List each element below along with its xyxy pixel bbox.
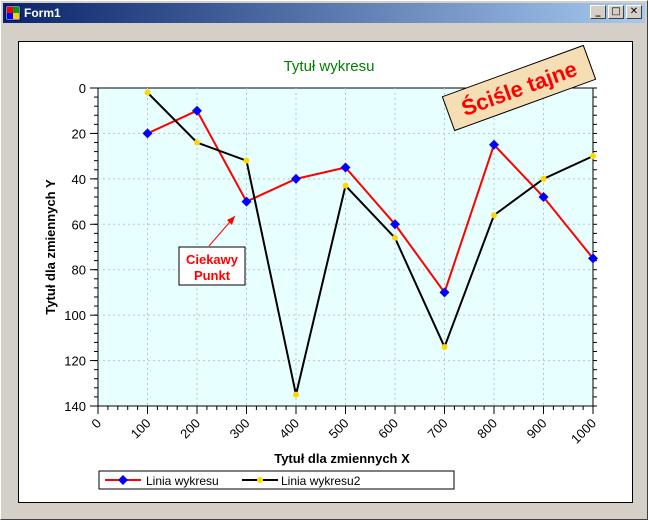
x-tick-label: 300 (227, 416, 253, 442)
series-1-point (241, 196, 252, 207)
x-tick-label: 600 (375, 416, 401, 442)
series-line-2 (146, 91, 594, 395)
callout-arrow-head (227, 216, 235, 225)
series-2-point (392, 234, 398, 241)
minimize-button[interactable]: _ (590, 5, 606, 19)
minimize-icon: _ (595, 6, 601, 17)
window-title: Form1 (24, 6, 61, 20)
y-tick-label: 0 (79, 81, 86, 96)
callout-annotation: Ciekawy Punkt (178, 215, 246, 286)
series-1-point (489, 139, 499, 150)
y-tick-label: 80 (72, 263, 86, 278)
series-2-point (194, 139, 200, 146)
x-tick-label: 100 (128, 416, 154, 442)
legend: Linia wykresu Linia wykresu2 (98, 470, 455, 490)
client-area: Tytuł wykresu 0 100 200 300 400 500 600 700 800 9… (5, 25, 645, 517)
series-2-point (144, 89, 151, 96)
app-icon (5, 5, 21, 21)
legend-label-1: Linia wykresu (146, 474, 219, 488)
maximize-icon: □ (611, 6, 621, 17)
legend-label-2: Linia wykresu2 (281, 474, 361, 488)
chart-panel: Tytuł wykresu 0 100 200 300 400 500 600 700 800 9… (18, 41, 633, 503)
series-2-point (293, 391, 299, 398)
series-1-point (439, 287, 450, 298)
y-tick-label: 140 (64, 399, 86, 414)
stamp-box (441, 44, 597, 132)
y-tick-label: 100 (64, 308, 86, 323)
series-line-1 (147, 109, 594, 295)
title-bar[interactable]: Form1 _ □ ✕ (3, 3, 645, 23)
series-1-point (390, 219, 400, 230)
series-1-point (291, 173, 301, 184)
callout-text-line1: Ciekawy (186, 252, 239, 267)
maximize-button[interactable]: □ (608, 5, 624, 19)
series-1-point (340, 162, 351, 173)
series-1-point (142, 128, 153, 139)
x-tick-label: 500 (326, 416, 352, 442)
y-tick-label: 40 (72, 172, 86, 187)
series-1-point (588, 253, 598, 264)
series-1-point (538, 192, 549, 203)
x-tick-label: 0 (88, 416, 104, 432)
series-2-point (491, 212, 497, 219)
series-2-point (342, 182, 349, 189)
y-axis-label: Tytuł dla zmiennych Y (43, 179, 58, 315)
callout-text-line2: Punkt (194, 268, 231, 283)
series-2-point (540, 175, 547, 182)
chart: Tytuł wykresu 0 100 200 300 400 500 600 700 800 9… (43, 44, 599, 490)
x-axis-label: Tytuł dla zmiennych X (274, 451, 410, 466)
x-tick-label: 1000 (568, 416, 599, 447)
series-2-point (590, 153, 596, 160)
x-tick-label: 200 (177, 416, 203, 442)
callout-box (178, 246, 246, 286)
close-button[interactable]: ✕ (626, 5, 642, 19)
legend-marker-2 (257, 477, 263, 483)
close-icon: ✕ (629, 6, 639, 17)
y-tick-label: 20 (72, 126, 86, 141)
grid (98, 88, 593, 406)
series-2-point (243, 157, 250, 164)
chart-title: Tytuł wykresu (284, 58, 375, 75)
x-tick-label: 800 (474, 416, 500, 442)
series-2-point (441, 343, 448, 350)
x-tick-label: 400 (276, 416, 302, 442)
series-layer (142, 89, 598, 398)
legend-marker-1 (118, 475, 128, 485)
y-tick-label: 60 (72, 217, 86, 232)
y-tick-label: 120 (64, 354, 86, 369)
x-tick-label: 700 (425, 416, 451, 442)
x-tick-label: 900 (524, 416, 550, 442)
series-1-point (192, 105, 202, 116)
